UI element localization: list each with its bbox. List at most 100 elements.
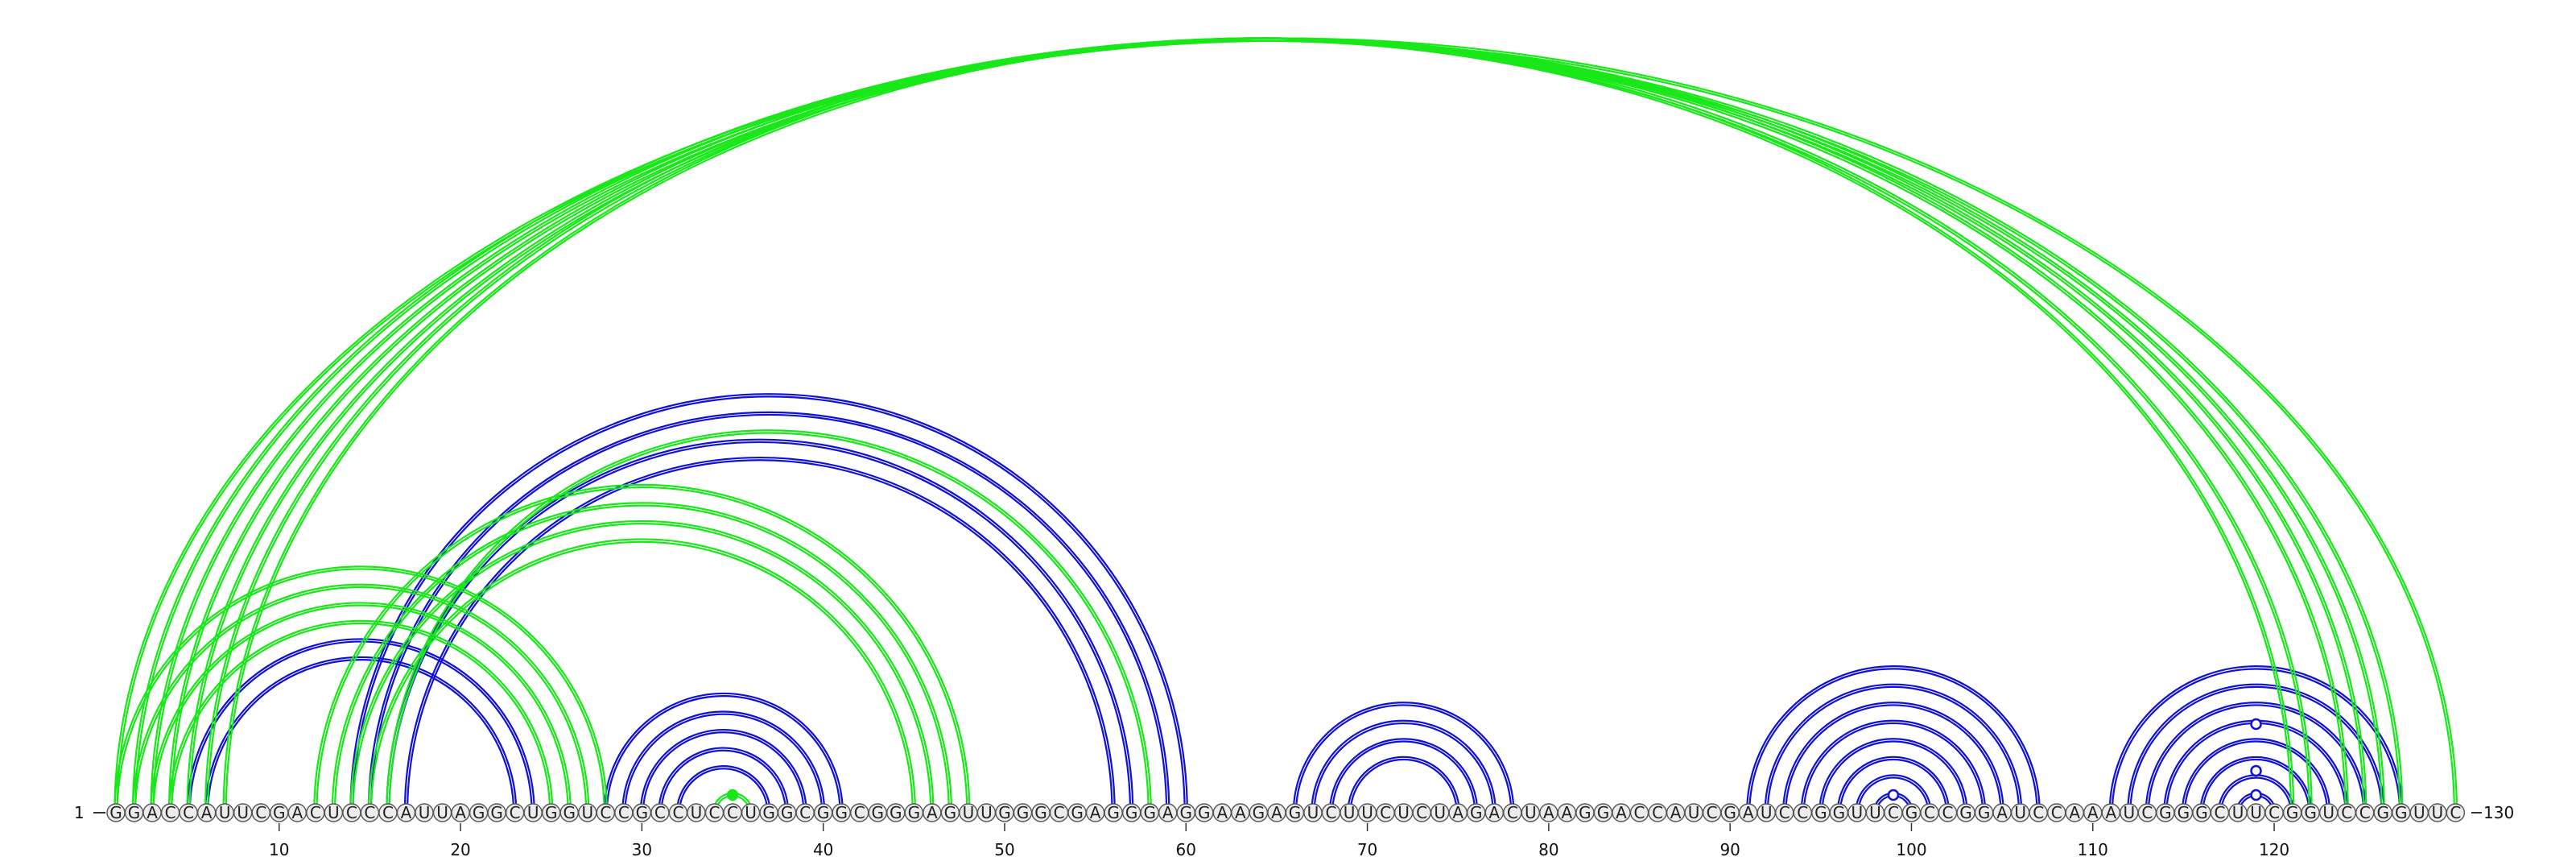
- nucleotide-letter-116: G: [2195, 803, 2208, 822]
- blue-arc-5-24-strand-1: [186, 638, 535, 814]
- blue-arc-5-24-strand-2: [188, 640, 533, 814]
- nucleotide-letter-130: C: [2450, 803, 2461, 822]
- nucleotide-letter-44: G: [890, 803, 902, 822]
- nucleotide-letter-89: C: [1707, 803, 1718, 822]
- nucleotide-letter-7: U: [219, 803, 231, 822]
- nucleotide-letter-18: U: [419, 803, 431, 822]
- blue-arc-113-125-strand-2: [2147, 704, 2365, 814]
- nucleotide-letter-53: C: [1054, 803, 1065, 822]
- sequence-start-label: 1: [74, 803, 85, 822]
- blue-arc-6-23-strand-2: [207, 658, 515, 814]
- blue-arc-116-122-strand-1: [2199, 756, 2313, 814]
- blue-arc-6-23-strand-1: [204, 656, 518, 814]
- nucleotide-letter-112: U: [2124, 803, 2136, 822]
- nucleotide-letter-127: G: [2395, 803, 2408, 822]
- pair-marker-4: [2250, 764, 2262, 777]
- tick-label-30: 30: [632, 840, 652, 857]
- nucleotide-letter-113: C: [2141, 803, 2153, 822]
- nucleotide-letter-68: C: [1326, 803, 1337, 822]
- markers-layer: [726, 718, 2262, 801]
- green-arc-5-124-strand-1: [188, 38, 2348, 813]
- nucleotide-letter-15: C: [364, 803, 375, 822]
- nucleotide-letter-123: U: [2322, 803, 2334, 822]
- blue-arc-95-103-strand-2: [1821, 740, 1966, 814]
- nucleotide-letter-27: U: [581, 803, 593, 822]
- green-arc-13-47-strand-2: [333, 504, 950, 814]
- nucleotide-letter-74: U: [1434, 803, 1446, 822]
- blue-arc-14-60-strand-1: [349, 393, 1188, 814]
- baseline-layer: 1 130: [74, 803, 2514, 822]
- nucleotide-letter-16: C: [382, 803, 394, 822]
- nucleotide-letter-4: C: [165, 803, 176, 822]
- green-arc-16-58-strand-1: [386, 429, 1152, 814]
- green-arc-6-122-strand-2: [207, 39, 2310, 814]
- nucleotide-letter-92: U: [1761, 803, 1773, 822]
- blue-arc-68-76-strand-2: [1331, 740, 1476, 814]
- nucleotide-letter-80: A: [1543, 803, 1554, 822]
- nucleotide-letter-67: U: [1307, 803, 1319, 822]
- green-arc-4-25-strand-1: [167, 619, 554, 814]
- nucleotide-letter-118: U: [2232, 803, 2244, 822]
- nucleotide-letter-37: G: [762, 803, 775, 822]
- nucleotide-letter-95: G: [1814, 803, 1827, 822]
- nucleotide-letter-8: U: [237, 803, 249, 822]
- blue-arc-15-59-strand-2: [369, 413, 1168, 814]
- green-arc-15-45-strand-1: [367, 538, 917, 814]
- nucleotide-letter-29: C: [618, 803, 630, 822]
- nucleotide-letter-17: A: [401, 803, 412, 822]
- blue-arc-31-38-strand-1: [658, 747, 790, 814]
- nucleotide-letter-35: C: [727, 803, 738, 822]
- nucleotide-letter-82: G: [1579, 803, 1591, 822]
- nucleotide-letter-79: U: [1525, 803, 1537, 822]
- nucleotide-letter-73: C: [1416, 803, 1427, 822]
- green-arc-6-122-strand-1: [204, 37, 2313, 814]
- nucleotide-letter-98: U: [1869, 803, 1881, 822]
- blue-arc-66-78-strand-2: [1294, 704, 1513, 814]
- blue-arc-116-122-strand-2: [2202, 758, 2310, 814]
- nucleotide-letter-90: G: [1724, 803, 1736, 822]
- blue-arc-93-105-strand-2: [1785, 704, 2002, 814]
- blue-arc-112-126-strand-2: [2129, 685, 2383, 814]
- nucleotide-letter-45: G: [908, 803, 921, 822]
- nucleotide-letter-5: C: [183, 803, 194, 822]
- nucleotide-letter-26: G: [564, 803, 576, 822]
- blue-arc-67-77-strand-2: [1313, 722, 1494, 814]
- nucleotide-letter-65: A: [1271, 803, 1282, 822]
- nucleotide-letter-50: G: [998, 803, 1011, 822]
- blue-arc-112-126-strand-1: [2127, 683, 2385, 814]
- blue-arc-16-57-strand-2: [388, 441, 1132, 814]
- tick-label-120: 120: [2259, 840, 2289, 857]
- nucleotide-letter-96: G: [1833, 803, 1846, 822]
- nucleotide-letter-20: A: [455, 803, 466, 822]
- tick-label-50: 50: [994, 840, 1014, 857]
- nucleotide-letter-25: G: [545, 803, 558, 822]
- nucleotide-letter-51: G: [1017, 803, 1030, 822]
- green-arc-4-125-strand-2: [171, 39, 2365, 814]
- nucleotide-letter-69: U: [1344, 803, 1356, 822]
- nucleotide-letter-109: A: [2069, 803, 2080, 822]
- nucleotide-letter-24: U: [527, 803, 539, 822]
- nucleotide-letter-119: U: [2250, 803, 2262, 822]
- nucleotide-letter-97: U: [1852, 803, 1864, 822]
- nucleotide-letter-10: G: [273, 803, 286, 822]
- green-arc-2-127-strand-2: [135, 41, 2400, 813]
- nucleotide-letter-19: U: [436, 803, 448, 822]
- nucleotide-letter-22: G: [490, 803, 503, 822]
- nucleotide-letter-70: U: [1361, 803, 1373, 822]
- nucleotide-letter-54: G: [1071, 803, 1084, 822]
- green-arc-7-121-strand-2: [225, 39, 2293, 814]
- nucleotide-letter-100: G: [1905, 803, 1918, 822]
- nucleotide-letter-101: C: [1924, 803, 1935, 822]
- nucleotide-letter-47: G: [944, 803, 957, 822]
- tick-label-70: 70: [1357, 840, 1377, 857]
- nucleotide-letter-78: C: [1507, 803, 1518, 822]
- nucleotide-letter-46: A: [927, 803, 938, 822]
- nucleotide-letter-86: C: [1652, 803, 1663, 822]
- nucleotide-letter-23: C: [510, 803, 521, 822]
- blue-arc-28-41-strand-2: [605, 695, 841, 814]
- nucleotide-letter-110: A: [2087, 803, 2099, 822]
- green-arc-12-48-strand-2: [316, 486, 968, 814]
- nucleotide-letter-114: G: [2159, 803, 2172, 822]
- blue-arc-15-59-strand-1: [367, 411, 1170, 814]
- blue-arc-96-102-strand-1: [1836, 756, 1951, 814]
